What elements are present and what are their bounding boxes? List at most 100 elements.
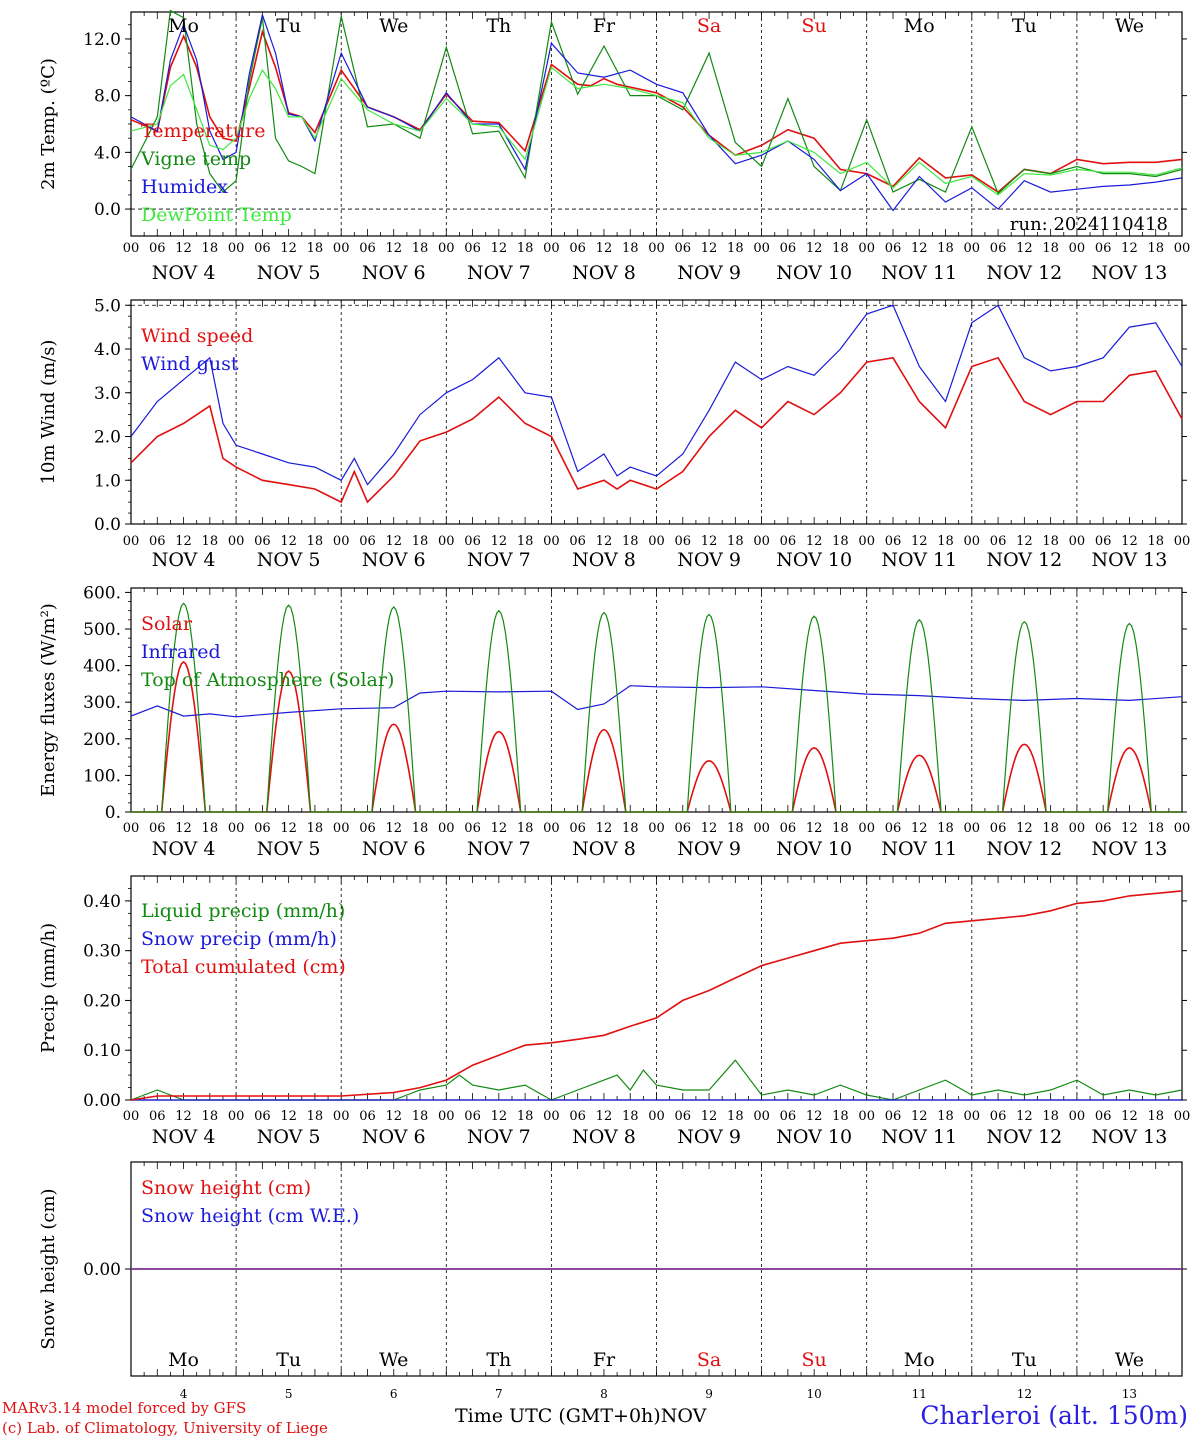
date-label: NOV 11 — [881, 838, 957, 860]
hour-tick-label: 18 — [832, 1109, 849, 1124]
hour-tick-label: 18 — [727, 1109, 744, 1124]
hour-tick-label: 00 — [648, 241, 665, 256]
date-label: NOV 13 — [1092, 838, 1168, 860]
hour-tick-label: 06 — [990, 534, 1007, 549]
hour-tick-label: 12 — [491, 1109, 508, 1124]
hour-tick-label: 18 — [517, 534, 534, 549]
hour-tick-label: 18 — [622, 241, 639, 256]
hour-tick-label: 00 — [964, 534, 981, 549]
hour-tick-label: 06 — [464, 534, 481, 549]
lab-credit: (c) Lab. of Climatology, University of L… — [2, 1419, 328, 1437]
hour-tick-label: 12 — [911, 241, 928, 256]
time-axis-label-text: Time UTC (GMT+0h) — [455, 1405, 661, 1427]
legend-entry: Snow height (cm) — [141, 1177, 311, 1199]
panel-1 — [125, 9, 1187, 237]
hour-tick-label: 06 — [1095, 534, 1112, 549]
date-label: NOV 11 — [881, 1126, 957, 1148]
y-tick-label: 300. — [83, 693, 121, 713]
y-tick-label: 0.10 — [83, 1041, 121, 1061]
hour-tick-label: 18 — [307, 534, 324, 549]
hour-tick-label: 12 — [491, 534, 508, 549]
series-line — [130, 9, 1183, 195]
hour-tick-label: 00 — [753, 1109, 770, 1124]
hour-tick-label: 06 — [780, 1109, 797, 1124]
station-name: Charleroi (alt. 150m) — [920, 1401, 1188, 1430]
legend-entry: Top of Atmosphere (Solar) — [141, 669, 394, 691]
hour-tick-label: 18 — [937, 241, 954, 256]
hour-tick-label: 00 — [1069, 1109, 1086, 1124]
date-label: NOV 8 — [572, 549, 636, 571]
weekday-label: We — [1115, 15, 1144, 37]
series-line — [130, 66, 1183, 196]
y-tick-label: 0.00 — [83, 1091, 121, 1111]
day-number: 10 — [807, 1387, 822, 1401]
weekday-label: Su — [802, 15, 827, 37]
time-axis-label: Time UTC (GMT+0h)NOV — [455, 1405, 706, 1427]
hour-tick-label: 18 — [1042, 241, 1059, 256]
legend-entry: Snow precip (mm/h) — [141, 928, 337, 950]
hour-tick-label: 18 — [727, 534, 744, 549]
date-label: NOV 6 — [362, 1126, 426, 1148]
weekday-label: Sa — [697, 15, 721, 37]
hour-tick-label: 18 — [1042, 821, 1059, 836]
weekday-label: We — [1115, 1349, 1144, 1371]
legend-entry: Wind gust — [141, 353, 239, 375]
series-line — [130, 29, 1183, 194]
series-line — [131, 602, 1182, 813]
legend-entry: Humidex — [141, 176, 228, 198]
hour-tick-label: 00 — [438, 821, 455, 836]
hour-tick-label: 12 — [280, 534, 297, 549]
hour-tick-label: 12 — [1121, 241, 1138, 256]
date-label: NOV 13 — [1092, 1126, 1168, 1148]
hour-tick-label: 18 — [727, 241, 744, 256]
hour-tick-label: 06 — [359, 1109, 376, 1124]
date-label: NOV 4 — [152, 262, 216, 284]
hour-tick-label: 12 — [280, 821, 297, 836]
hour-tick-label: 18 — [622, 821, 639, 836]
hour-tick-label: 06 — [1095, 241, 1112, 256]
y-tick-label: 4.0 — [94, 143, 121, 163]
hour-tick-label: 12 — [596, 241, 613, 256]
day-number: 5 — [285, 1387, 293, 1401]
hour-tick-label: 00 — [333, 821, 350, 836]
hour-tick-label: 06 — [990, 241, 1007, 256]
date-label: NOV 10 — [776, 838, 852, 860]
hour-tick-label: 00 — [333, 241, 350, 256]
hour-tick-label: 18 — [412, 1109, 429, 1124]
hour-tick-label: 12 — [1016, 821, 1033, 836]
hour-tick-label: 12 — [280, 241, 297, 256]
weekday-label: Mo — [904, 1349, 935, 1371]
date-label: NOV 7 — [467, 549, 531, 571]
weekday-label: Sa — [697, 1349, 721, 1371]
y-tick-label: 0.00 — [83, 1260, 121, 1280]
legend-entry: Liquid precip (mm/h) — [141, 900, 345, 922]
series-line — [130, 685, 1183, 718]
day-number: 9 — [705, 1387, 713, 1401]
weekday-label: Mo — [168, 15, 199, 37]
weekday-label: Mo — [168, 1349, 199, 1371]
hour-tick-label: 06 — [569, 241, 586, 256]
hour-tick-label: 18 — [622, 534, 639, 549]
hour-tick-label: 06 — [149, 241, 166, 256]
hour-tick-label: 00 — [333, 1109, 350, 1124]
hour-tick-label: 12 — [175, 241, 192, 256]
weekday-label: Tu — [1012, 15, 1037, 37]
date-label: NOV 13 — [1092, 549, 1168, 571]
hour-tick-label: 18 — [517, 821, 534, 836]
date-label: NOV 10 — [776, 1126, 852, 1148]
date-label: NOV 11 — [881, 262, 957, 284]
hour-tick-label: 06 — [885, 241, 902, 256]
hour-tick-label: 12 — [806, 1109, 823, 1124]
hour-tick-label: 06 — [990, 1109, 1007, 1124]
hour-tick-label: 06 — [675, 534, 692, 549]
day-number: 4 — [180, 1387, 188, 1401]
hour-tick-label: 18 — [937, 1109, 954, 1124]
series-line — [130, 304, 1183, 486]
series-line — [130, 12, 1183, 212]
hour-tick-label: 12 — [280, 1109, 297, 1124]
y-tick-label: 5.0 — [94, 296, 121, 316]
hour-tick-label: 18 — [622, 1109, 639, 1124]
hour-tick-label: 06 — [254, 1109, 271, 1124]
hour-tick-label: 06 — [359, 241, 376, 256]
hour-tick-label: 18 — [1147, 1109, 1164, 1124]
